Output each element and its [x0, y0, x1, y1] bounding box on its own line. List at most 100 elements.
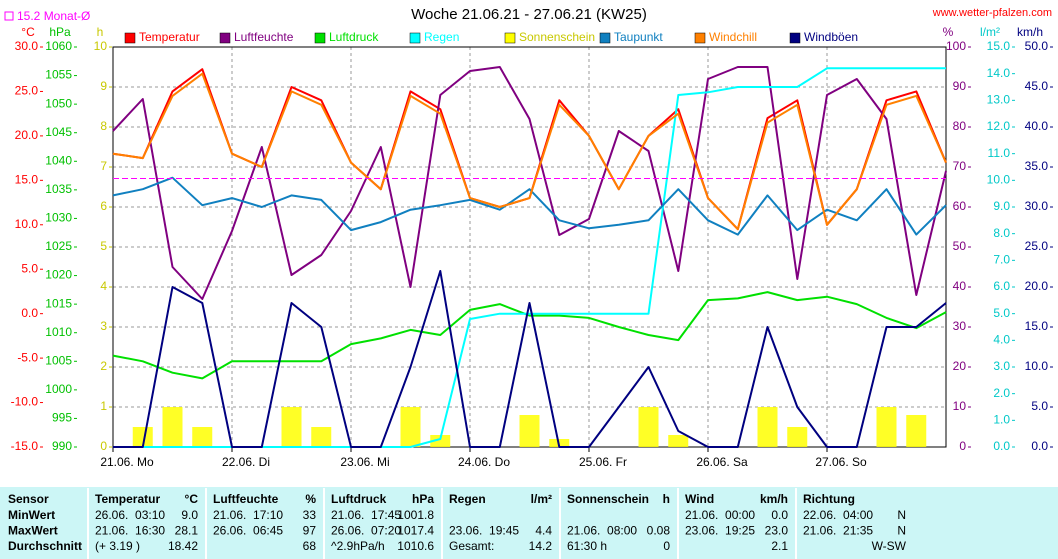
table-value: 2.1: [771, 539, 788, 553]
y-tick-label: 15.0: [15, 173, 39, 187]
table-value: 1017.4: [397, 524, 434, 538]
series-line: [112, 72, 947, 231]
y-tick-label: -5.0: [17, 350, 38, 364]
y-tick-label: 1010: [45, 325, 72, 339]
y-tick-label: 9.0: [993, 199, 1010, 213]
x-tick-label: 27.06. So: [815, 455, 867, 469]
table-row-label: MaxWert: [8, 524, 58, 538]
x-tick-label: 24.06. Do: [458, 455, 510, 469]
y-tick-label: 13.0: [987, 93, 1011, 107]
legend-label: Taupunkt: [614, 30, 663, 44]
sunshine-bar: [638, 407, 659, 447]
y-tick-label: 5.0: [993, 306, 1010, 320]
sunshine-bar: [311, 427, 332, 447]
y-tick-label: 990: [52, 439, 72, 453]
table-value: 28.1: [175, 524, 199, 538]
table-unit: h: [663, 492, 670, 506]
series-line: [112, 176, 947, 236]
y-tick-label: 10.0: [987, 173, 1011, 187]
table-header: Regen: [449, 492, 486, 506]
table-cell: 23.06. 19:45: [449, 524, 519, 538]
table-cell: 21.06. 21:35: [803, 524, 873, 538]
table-cell: 26.06. 03:10: [95, 508, 165, 522]
axis-unit: km/h: [1017, 25, 1043, 39]
y-tick-label: 12.0: [987, 119, 1011, 133]
y-tick-label: 1005: [45, 353, 72, 367]
y-tick-label: 1020: [45, 268, 72, 282]
table-value: 0.0: [771, 508, 788, 522]
y-tick-label: 1055: [45, 68, 72, 82]
table-value: 9.0: [181, 508, 198, 522]
legend-label: Luftfeuchte: [234, 30, 294, 44]
y-tick-label: 14.0: [987, 66, 1011, 80]
table-cell: 21.06. 17:10: [213, 508, 283, 522]
y-tick-label: 3: [100, 319, 107, 333]
y-tick-label: 1035: [45, 182, 72, 196]
legend-swatch: [599, 32, 611, 44]
x-tick-label: 23.06. Mi: [340, 455, 389, 469]
table-cell: 22.06. 04:00: [803, 508, 873, 522]
table-unit: km/h: [760, 492, 788, 506]
axis-unit: °C: [21, 25, 35, 39]
series-line: [113, 270, 947, 448]
y-tick-label: 1.0: [993, 413, 1010, 427]
y-tick-label: 7: [100, 159, 107, 173]
y-tick-label: 6: [100, 199, 107, 213]
table-unit: l/m²: [531, 492, 552, 506]
y-tick-label: 2: [100, 359, 107, 373]
legend-swatch: [504, 32, 516, 44]
table-unit: %: [305, 492, 316, 506]
sunshine-bar: [132, 427, 153, 447]
table-cell: 26.06. 06:45: [213, 524, 283, 538]
table-value: 14.2: [529, 539, 553, 553]
table-cell: 21.06. 17:45: [331, 508, 401, 522]
axis-unit: h: [97, 25, 104, 39]
series-line: [112, 291, 947, 380]
y-tick-label: 5.0: [1031, 399, 1048, 413]
sunshine-bar: [519, 415, 540, 447]
y-tick-label: 1025: [45, 239, 72, 253]
y-tick-label: 35.0: [1025, 159, 1049, 173]
y-tick-label: 9: [100, 79, 107, 93]
y-tick-label: 1015: [45, 296, 72, 310]
legend-label: Temperatur: [139, 30, 200, 44]
y-tick-label: 60: [953, 199, 967, 213]
table-value: 97: [303, 524, 317, 538]
y-tick-label: 40.0: [1025, 119, 1049, 133]
y-tick-label: 3.0: [993, 359, 1010, 373]
y-tick-label: 4: [100, 279, 107, 293]
legend-label: Windchill: [709, 30, 757, 44]
table-value: 4.4: [535, 524, 552, 538]
y-tick-label: 4.0: [993, 333, 1010, 347]
y-tick-label: 1045: [45, 125, 72, 139]
table-cell: ^2.9hPa/h: [331, 539, 385, 553]
axis-unit: l/m²: [980, 25, 1000, 39]
legend-swatch: [314, 32, 326, 44]
y-tick-label: 40: [953, 279, 967, 293]
series-line: [112, 66, 947, 300]
y-tick-label: 995: [52, 411, 72, 425]
table-value: N: [897, 508, 906, 522]
table-value: 1010.6: [397, 539, 434, 553]
table-header: Sonnenschein: [567, 492, 649, 506]
axis-unit: hPa: [49, 25, 71, 39]
table-cell: 26.06. 07:20: [331, 524, 401, 538]
axis-unit: %: [943, 25, 954, 39]
x-tick-label: 25.06. Fr: [579, 455, 627, 469]
sunshine-bar: [430, 435, 451, 447]
x-tick-label: 22.06. Di: [222, 455, 270, 469]
table-header: Wind: [685, 492, 714, 506]
y-tick-label: 80: [953, 119, 967, 133]
y-tick-label: 1060: [45, 39, 72, 53]
y-tick-label: 10.0: [15, 217, 39, 231]
legend-label: Regen: [424, 30, 459, 44]
y-tick-label: 0.0: [21, 306, 38, 320]
table-value: W-SW: [872, 539, 907, 553]
y-tick-label: 10: [953, 399, 967, 413]
y-tick-label: 1050: [45, 96, 72, 110]
table-value: 0.08: [647, 524, 671, 538]
y-tick-label: 1030: [45, 211, 72, 225]
sunshine-bar: [668, 435, 689, 447]
legend-swatch: [694, 32, 706, 44]
y-tick-label: 70: [953, 159, 967, 173]
